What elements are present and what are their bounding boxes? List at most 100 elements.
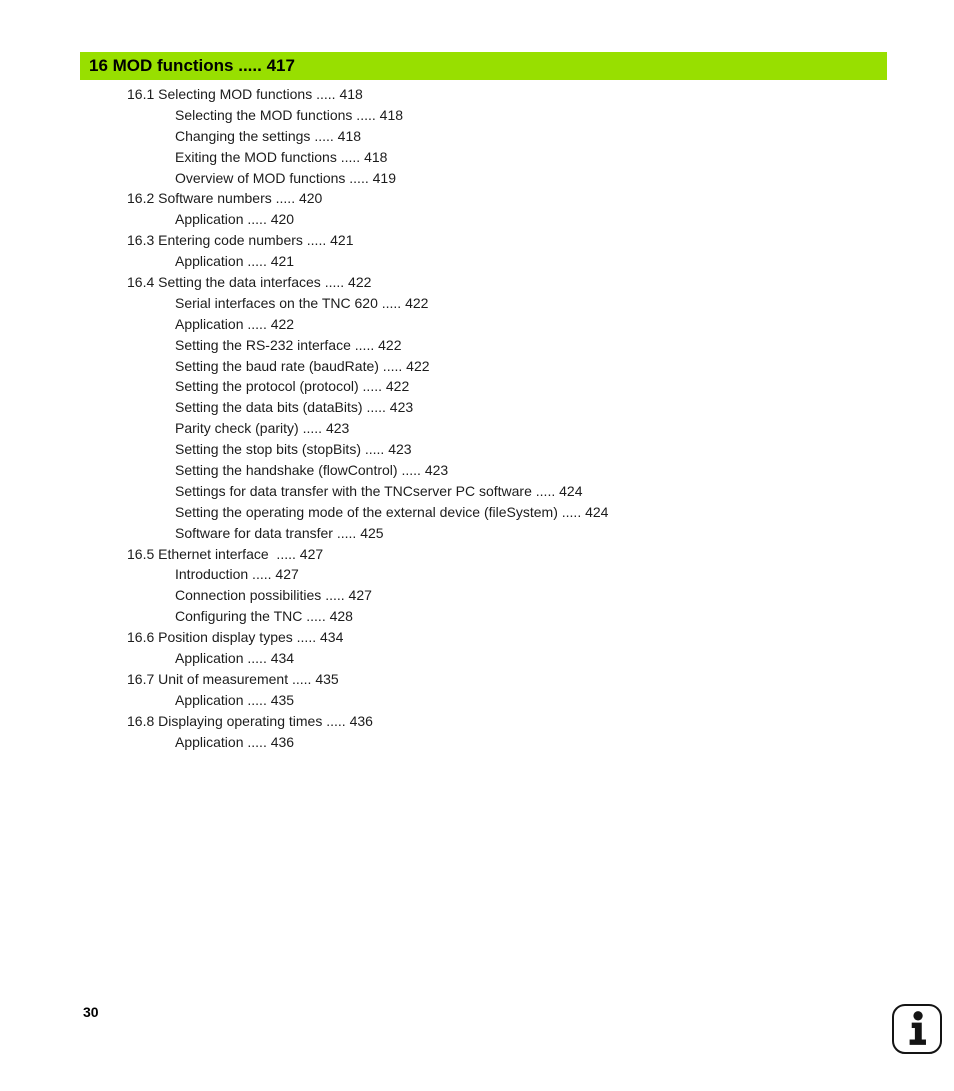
toc-entry[interactable]: Application ..... 422 [127,314,608,335]
toc-entry-dots: ..... [302,608,330,625]
toc-entry-dots: ..... [310,127,338,144]
toc-entry-page: 423 [325,420,350,437]
toc-entry-title: 16.2 Software numbers [127,190,272,207]
toc-entry-dots: ..... [243,733,271,750]
toc-entry-title: Setting the protocol (protocol) [175,378,359,395]
toc-entry-dots: ..... [360,441,389,458]
toc-entry-dots: ..... [377,294,406,311]
toc-entry-page: 421 [330,232,354,249]
toc-entry-dots: ..... [288,670,316,687]
toc-entry[interactable]: 16.4 Setting the data interfaces ..... 4… [127,272,608,293]
toc-entry-title: Connection possibilities [175,587,322,604]
toc-entry-page: 419 [372,169,396,186]
toc-entry-dots: ..... [312,86,340,102]
toc-entry-title: Selecting the MOD functions [175,106,353,123]
toc-entry-page: 425 [360,524,384,541]
toc-entry[interactable]: Software for data transfer ..... 425 [127,523,608,544]
info-icon [892,1004,942,1054]
toc-entry-page: 428 [329,608,353,625]
toc-entry[interactable]: Setting the baud rate (baudRate) ..... 4… [127,356,608,377]
toc-entry[interactable]: Introduction ..... 427 [127,564,608,585]
toc-entry[interactable]: Configuring the TNC ..... 428 [127,606,608,627]
toc-entry-title: Setting the stop bits (stopBits) [175,441,361,458]
toc-entry[interactable]: Selecting the MOD functions ..... 418 [127,105,608,126]
toc-entry-dots: ..... [243,211,271,228]
toc-entry[interactable]: Setting the handshake (flowControl) ....… [127,460,608,481]
toc-entry-title: Overview of MOD functions [175,169,346,186]
toc-entry-dots: ..... [248,566,276,583]
toc-entry[interactable]: Application ..... 421 [127,251,608,272]
toc-entry-page: 435 [270,691,295,708]
toc-entry-page: 418 [379,106,404,123]
toc-entry-page: 424 [559,482,583,499]
toc-entry-dots: ..... [272,545,300,562]
toc-entry[interactable]: 16.2 Software numbers ..... 420 [127,188,608,209]
toc-entry-title: Application [175,691,244,708]
toc-entry-title: 16.5 Ethernet interface [127,545,273,562]
toc-entry-dots: ..... [557,503,586,520]
toc-entry-dots: ..... [243,650,271,667]
toc-entry[interactable]: Application ..... 420 [127,209,608,230]
toc-entry-dots: ..... [378,357,407,374]
toc-entry-dots: ..... [332,524,361,541]
toc-entry-title: Setting the baud rate (baudRate) [175,357,379,374]
toc-entry-page: 436 [270,733,295,750]
toc-entry-dots: ..... [358,378,386,395]
toc-entry-page: 422 [378,336,402,353]
toc-entry[interactable]: 16.8 Displaying operating times ..... 43… [127,711,608,732]
toc-entry-dots: ..... [243,253,271,270]
toc-entry-title: Application [175,315,244,332]
toc-entry-dots: ..... [345,169,373,186]
toc-entry[interactable]: Application ..... 434 [127,648,608,669]
toc-entry[interactable]: 16.5 Ethernet interface ..... 427 [127,544,608,565]
toc-entry-title: Changing the settings [175,127,311,144]
toc-entry-dots: ..... [531,482,560,499]
toc-entry-page: 434 [320,629,344,646]
toc-entry[interactable]: Application ..... 435 [127,690,608,711]
chapter-heading-page: 417 [266,56,295,75]
toc-entry[interactable]: Setting the data bits (dataBits) ..... 4… [127,397,608,418]
toc-entry-page: 421 [270,253,295,270]
toc-entry[interactable]: 16.6 Position display types ..... 434 [127,627,608,648]
toc-entry[interactable]: Parity check (parity) ..... 423 [127,418,608,439]
toc-entry-title: 16.4 Setting the data interfaces [127,274,321,291]
toc-entry-page: 423 [388,441,412,458]
toc-entry[interactable]: Setting the protocol (protocol) ..... 42… [127,376,608,397]
toc-entry-dots: ..... [397,462,425,479]
toc-entry-title: Setting the operating mode of the extern… [175,503,558,520]
toc-entry[interactable]: Setting the RS-232 interface ..... 422 [127,335,608,356]
toc-entry[interactable]: Overview of MOD functions ..... 419 [127,168,608,189]
toc-entry-title: 16.7 Unit of measurement [127,670,289,687]
toc-entry-dots: ..... [243,691,271,708]
toc-entry-page: 422 [385,378,410,395]
toc-entry[interactable]: Setting the operating mode of the extern… [127,502,608,523]
toc-entry-dots: ..... [352,106,380,123]
toc-entry-title: Application [175,733,244,750]
toc-entry[interactable]: Serial interfaces on the TNC 620 ..... 4… [127,293,608,314]
toc-entry-page: 422 [405,294,429,311]
toc-entry-title: Exiting the MOD functions [175,148,337,165]
toc-entry-dots: ..... [350,336,379,353]
toc-entry[interactable]: 16.3 Entering code numbers ..... 421 [127,230,608,251]
toc-entry[interactable]: Setting the stop bits (stopBits) ..... 4… [127,439,608,460]
toc-entry-title: 16.3 Entering code numbers [127,232,303,249]
toc-entry-page: 423 [424,462,449,479]
toc-entry-dots: ..... [298,420,326,437]
toc-entry[interactable]: 16.7 Unit of measurement ..... 435 [127,669,608,690]
toc-entry[interactable]: Connection possibilities ..... 427 [127,585,608,606]
toc-entry-title: Software for data transfer [175,524,333,541]
toc-entry[interactable]: 16.1 Selecting MOD functions ..... 418 [127,84,608,105]
toc-entry[interactable]: Settings for data transfer with the TNCs… [127,481,608,502]
toc-entry-page: 427 [275,566,299,583]
toc-entry-page: 418 [339,86,363,102]
toc-entry-page: 422 [406,357,430,374]
toc-entry[interactable]: Application ..... 436 [127,732,608,753]
toc-entry-page: 427 [299,545,324,562]
toc-entry[interactable]: Changing the settings ..... 418 [127,126,608,147]
toc-entry-page: 434 [270,650,295,667]
toc-entry-dots: ..... [322,712,350,729]
chapter-heading[interactable]: 16 MOD functions ..... 417 [80,52,887,80]
toc-entry-title: 16.8 Displaying operating times [127,712,323,729]
toc-entry[interactable]: Exiting the MOD functions ..... 418 [127,147,608,168]
toc-entry-title: Application [175,211,244,228]
